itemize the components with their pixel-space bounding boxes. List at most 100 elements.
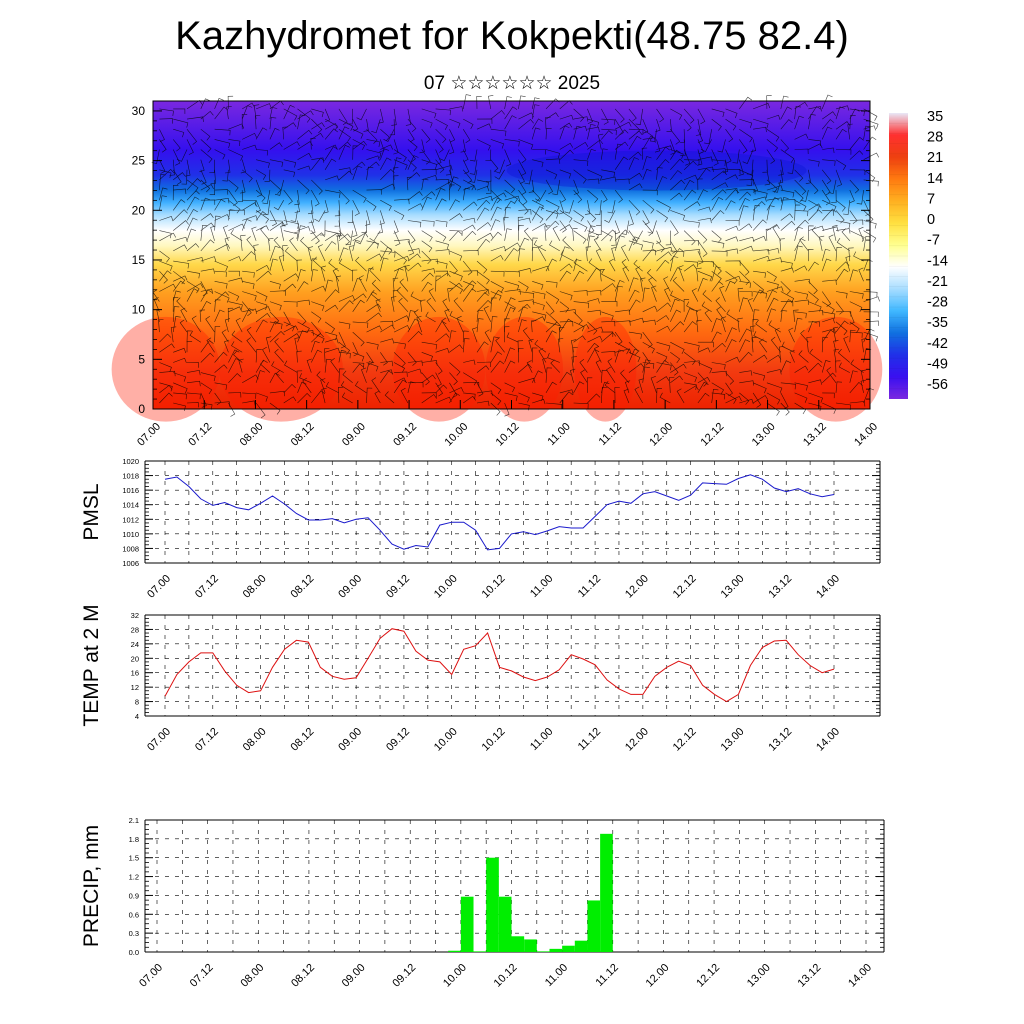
wind-barb (449, 260, 458, 275)
wind-barb (283, 220, 300, 229)
wind-barb (579, 359, 588, 373)
heatmap-xtick-label: 08.00 (238, 421, 266, 449)
wind-barb (835, 381, 843, 393)
wind-barb (352, 140, 367, 150)
wind-barb (490, 159, 499, 172)
pmsl-ytick-label: 1018 (122, 472, 139, 481)
wind-barb (476, 260, 488, 274)
temp-ylabel: TEMP at 2 M (80, 604, 103, 726)
wind-barb (324, 289, 340, 302)
wind-barb (435, 372, 442, 387)
precip-bar (524, 939, 537, 952)
wind-barb (476, 299, 492, 313)
wind-barb (697, 149, 703, 166)
wind-barb (725, 174, 738, 181)
wind-barb (666, 119, 672, 132)
wind-barb (835, 402, 852, 411)
wind-barb (186, 217, 198, 231)
wind-barb (269, 390, 285, 397)
wind-barb (214, 392, 222, 406)
heatmap-xtick-label: 07.12 (186, 421, 214, 449)
wind-barb (545, 281, 558, 288)
wind-barb (241, 251, 256, 262)
wind-barb (822, 311, 836, 319)
wind-barb (463, 281, 475, 291)
wind-barb (683, 201, 701, 211)
wind-barb (351, 269, 358, 282)
wind-barb (518, 169, 525, 184)
wind-barb (794, 169, 804, 182)
wind-barb (808, 159, 820, 167)
wind-barb (559, 391, 573, 404)
wind-barb (628, 363, 645, 373)
wind-barb (601, 169, 616, 178)
wind-barb (670, 139, 676, 155)
wind-barb (186, 270, 200, 279)
wind-barb (683, 299, 690, 312)
wind-barb (835, 291, 848, 299)
wind-barb (490, 336, 499, 353)
wind-barb (393, 220, 399, 234)
wind-barb (789, 349, 795, 363)
wind-barb (255, 264, 270, 272)
wind-barb (725, 382, 733, 397)
wind-barb (601, 381, 610, 393)
wind-barb (173, 244, 188, 252)
wind-barb (532, 199, 544, 211)
wind-barb (379, 139, 385, 153)
wind-barb (435, 384, 448, 394)
wind-barb (863, 331, 878, 342)
pmsl-xtick-label: 12.00 (623, 573, 651, 601)
wind-barb (533, 239, 547, 252)
wind-barb (504, 301, 516, 313)
wind-barb (670, 220, 679, 236)
wind-barb (355, 230, 367, 245)
wind-barb (241, 219, 252, 231)
wind-barb (808, 199, 820, 212)
wind-barb (850, 359, 864, 373)
wind-barb (206, 337, 215, 353)
wind-barb (821, 329, 835, 343)
wind-barb (835, 321, 848, 336)
wind-barb (642, 359, 651, 373)
wind-barb (822, 111, 836, 120)
wind-barb (200, 382, 213, 395)
wind-barb (518, 95, 526, 109)
wind-barb (833, 339, 839, 353)
wind-barb (755, 319, 768, 333)
wind-barb (283, 141, 300, 150)
wind-barb (393, 210, 405, 221)
wind-barbs (151, 94, 880, 419)
wind-barb (545, 158, 561, 164)
wind-barb (821, 126, 833, 140)
wind-barb (490, 110, 505, 120)
wind-barb (594, 346, 602, 363)
wind-barb (806, 336, 812, 353)
wind-barb (545, 367, 553, 383)
wind-barb (518, 189, 528, 205)
wind-barb (587, 126, 600, 133)
wind-barb (620, 369, 630, 383)
wind-barb (366, 312, 382, 323)
wind-barb (738, 159, 744, 176)
wind-barb (663, 276, 671, 292)
wind-barb (518, 291, 535, 299)
wind-barb (794, 265, 808, 272)
wind-barb (283, 383, 296, 394)
wind-barb (585, 246, 592, 262)
wind-barb (683, 189, 697, 201)
wind-barb (821, 336, 828, 353)
wind-barb (273, 200, 284, 211)
wind-barb (214, 260, 228, 272)
colorbar-label: -7 (927, 233, 940, 249)
wind-barb (587, 178, 600, 185)
wind-barb (863, 320, 879, 326)
wind-barb (449, 282, 463, 292)
wind-barb (831, 190, 837, 203)
wind-barb (725, 280, 735, 292)
wind-barb (405, 108, 412, 126)
wind-barb (173, 188, 187, 195)
wind-barb (449, 250, 463, 261)
wind-barb (421, 220, 435, 227)
wind-barb (750, 325, 756, 343)
